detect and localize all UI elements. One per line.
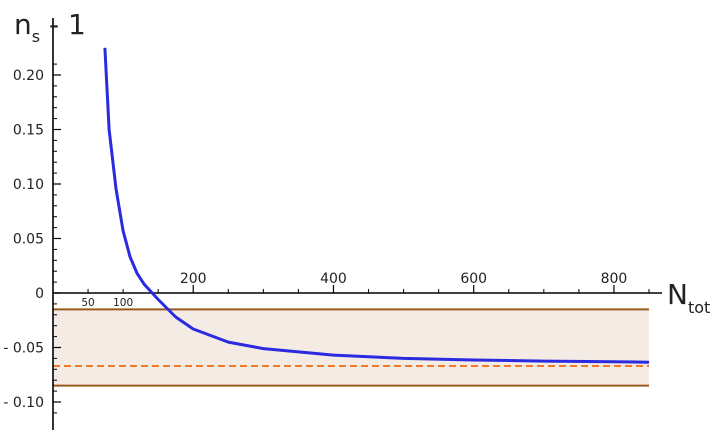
error-band-group xyxy=(53,308,649,387)
y-tick-label: 0.15 xyxy=(13,123,44,139)
y-axis-title: ns - 1 xyxy=(14,8,86,46)
x-axis-title: Ntot xyxy=(667,278,710,317)
x-small-tick-label: 50 xyxy=(81,297,94,309)
y-tick-label: 0.10 xyxy=(13,177,44,193)
y-tick-label: - 0.05 xyxy=(3,341,44,357)
y-tick-label: 0 xyxy=(35,286,44,302)
y-tick-label: - 0.10 xyxy=(3,395,44,411)
x-tick-label: 400 xyxy=(320,271,347,287)
curve-group xyxy=(103,47,650,364)
labels-group: 0.20 0.15 0.10 0.05 0 - 0.05 - 0.10 200 400 600 80… xyxy=(3,8,710,411)
x-tick-label: 200 xyxy=(180,271,207,287)
x-small-tick-label: 100 xyxy=(113,297,133,309)
x-tick-label: 600 xyxy=(460,271,487,287)
x-tick-label: 800 xyxy=(601,271,628,287)
y-tick-label: 0.05 xyxy=(13,232,44,248)
ticks-group xyxy=(53,63,650,414)
error-band-fill xyxy=(53,309,649,386)
axes-group xyxy=(52,18,662,430)
ns-curve xyxy=(103,47,650,364)
y-tick-label: 0.20 xyxy=(13,68,44,84)
